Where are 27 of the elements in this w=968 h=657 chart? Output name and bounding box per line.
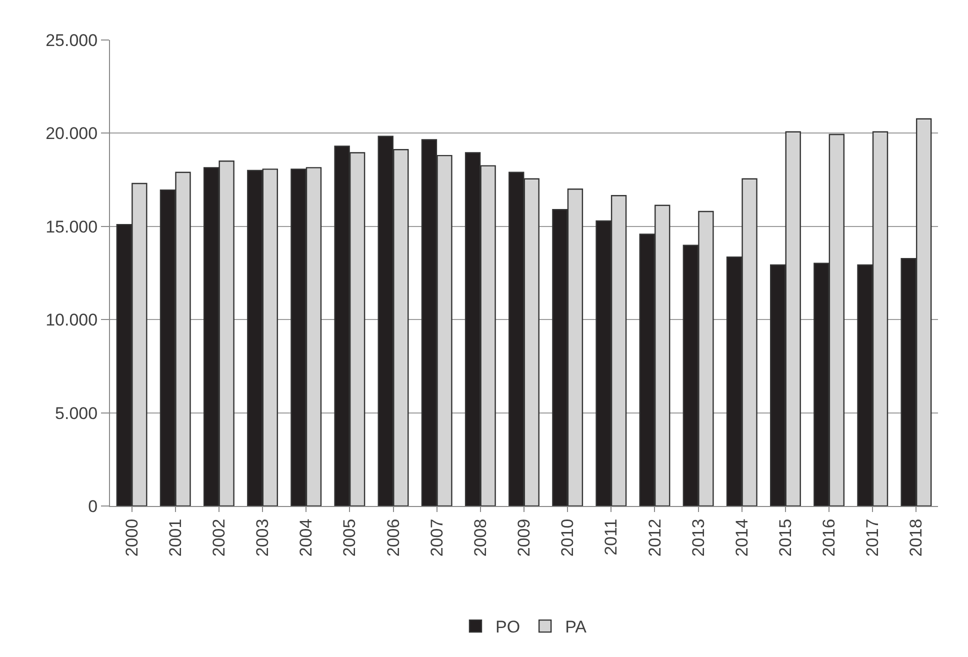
x-tick-label: 2017	[863, 518, 882, 557]
y-tick-label: 0	[88, 496, 98, 516]
x-tick-label: 2015	[776, 518, 795, 557]
x-tick-label: 2009	[514, 518, 534, 557]
x-tick-label: 2006	[384, 518, 403, 557]
x-tick-label: 2014	[732, 518, 752, 557]
x-tick-label: 2018	[906, 518, 926, 557]
x-tick-label: 2010	[558, 518, 578, 557]
x-tick-label: 2013	[688, 518, 708, 557]
x-tick-label: 2001	[166, 518, 185, 557]
x-tick-label: 2002	[209, 518, 228, 557]
x-tick-label: 2004	[296, 518, 316, 557]
y-tick-label: 25.000	[46, 30, 98, 50]
x-tick-label: 2008	[470, 518, 490, 557]
x-tick-label: 2012	[645, 518, 664, 557]
y-tick-label: 20.000	[46, 124, 98, 144]
x-tick-label: 2000	[122, 518, 142, 557]
x-tick-label: 2003	[253, 518, 272, 557]
legend-label: PA	[565, 618, 588, 637]
y-tick-label: 10.000	[46, 310, 98, 330]
y-tick-label: 15.000	[46, 217, 98, 236]
legend-label: PO	[496, 618, 520, 637]
x-tick-label: 2007	[427, 518, 446, 557]
x-tick-label: 2011	[602, 518, 621, 556]
x-tick-label: 2016	[820, 518, 839, 557]
x-tick-label: 2005	[340, 518, 360, 557]
y-tick-label: 5.000	[55, 404, 98, 423]
